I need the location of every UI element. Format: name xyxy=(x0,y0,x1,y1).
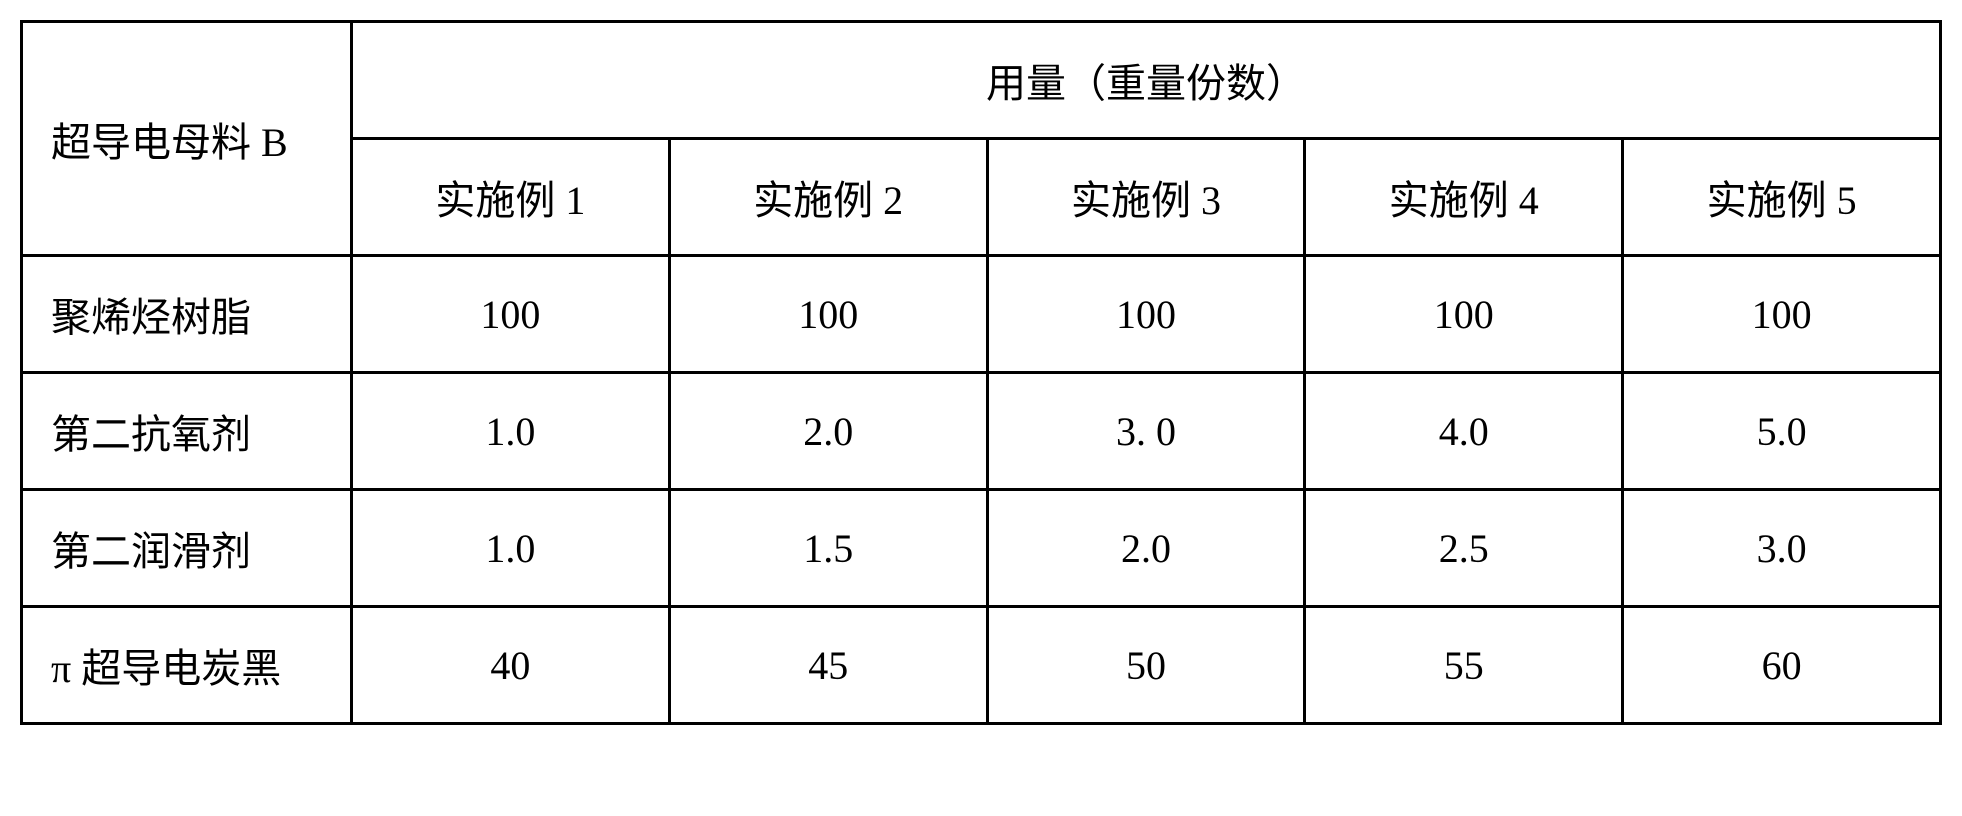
table-cell: 100 xyxy=(352,256,670,373)
table-cell: 45 xyxy=(669,607,987,724)
table-cell: 60 xyxy=(1623,607,1941,724)
column-header: 实施例 4 xyxy=(1305,139,1623,256)
table-cell: 3. 0 xyxy=(987,373,1305,490)
table-cell: 100 xyxy=(987,256,1305,373)
column-header: 实施例 2 xyxy=(669,139,987,256)
table-cell: 2.5 xyxy=(1305,490,1623,607)
column-header: 实施例 1 xyxy=(352,139,670,256)
table-cell: 1.5 xyxy=(669,490,987,607)
table-cell: 100 xyxy=(669,256,987,373)
table-cell: 100 xyxy=(1623,256,1941,373)
row-label: 第二润滑剂 xyxy=(22,490,352,607)
group-header: 用量（重量份数） xyxy=(352,22,1941,139)
table-header-row-1: 超导电母料 B 用量（重量份数） xyxy=(22,22,1941,139)
table-cell: 1.0 xyxy=(352,373,670,490)
table-row: 聚烯烃树脂 100 100 100 100 100 xyxy=(22,256,1941,373)
row-label: 第二抗氧剂 xyxy=(22,373,352,490)
table-row: 第二润滑剂 1.0 1.5 2.0 2.5 3.0 xyxy=(22,490,1941,607)
table-cell: 5.0 xyxy=(1623,373,1941,490)
row-label: π 超导电炭黑 xyxy=(22,607,352,724)
column-header: 实施例 3 xyxy=(987,139,1305,256)
table-cell: 4.0 xyxy=(1305,373,1623,490)
table-cell: 2.0 xyxy=(669,373,987,490)
table-row: π 超导电炭黑 40 45 50 55 60 xyxy=(22,607,1941,724)
row-header-label: 超导电母料 B xyxy=(22,22,352,256)
table-cell: 55 xyxy=(1305,607,1623,724)
row-label: 聚烯烃树脂 xyxy=(22,256,352,373)
table-cell: 3.0 xyxy=(1623,490,1941,607)
table-cell: 1.0 xyxy=(352,490,670,607)
composition-table: 超导电母料 B 用量（重量份数） 实施例 1 实施例 2 实施例 3 实施例 4… xyxy=(20,20,1942,725)
table-cell: 2.0 xyxy=(987,490,1305,607)
column-header: 实施例 5 xyxy=(1623,139,1941,256)
table-cell: 50 xyxy=(987,607,1305,724)
table-row: 第二抗氧剂 1.0 2.0 3. 0 4.0 5.0 xyxy=(22,373,1941,490)
table-cell: 100 xyxy=(1305,256,1623,373)
table-cell: 40 xyxy=(352,607,670,724)
